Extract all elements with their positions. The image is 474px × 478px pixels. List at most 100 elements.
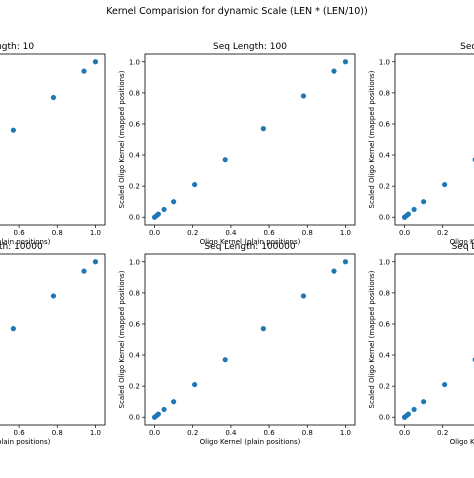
point <box>331 68 337 74</box>
point <box>192 181 198 188</box>
y-tick-label: 1.0 <box>379 58 390 66</box>
x-tick-label: 0.0 <box>399 229 410 237</box>
y-tick-label: 0.8 <box>379 89 390 97</box>
y-tick-label: 0.6 <box>129 320 141 328</box>
y-tick-label: 0.4 <box>379 152 391 160</box>
x-tick-label: 0.2 <box>437 229 448 237</box>
point <box>260 126 266 132</box>
y-tick-label: 0.6 <box>379 120 391 128</box>
point <box>155 211 161 217</box>
subplot: Seq Length: 1000 0.0 0.2 0.4 0.6 0.8 1.0 0.0 0.2… <box>368 42 474 246</box>
y-tick-label: 0.0 <box>129 414 140 422</box>
point <box>421 399 427 405</box>
point <box>342 259 349 265</box>
subplot-title: Seq Length: 1000 <box>460 42 474 52</box>
point <box>300 93 307 99</box>
y-tick-label: 1.0 <box>129 258 140 266</box>
x-tick-label: 0.0 <box>399 429 410 437</box>
axes-frame <box>144 253 356 426</box>
subplot-title: Seq Length: 10000 <box>0 242 43 252</box>
point <box>92 259 99 265</box>
y-tick-label: 0.2 <box>129 383 140 391</box>
y-tick-label: 0.8 <box>379 289 390 297</box>
subplot: Seq Length: 100000.00.20.40.60.81.00.00.… <box>0 242 106 446</box>
y-tick-label: 0.0 <box>379 414 390 422</box>
x-tick-label: 1.0 <box>340 429 351 437</box>
subplot: Seq Length: 100000 0.0 0.2 0.4 0.6 0.8 1.0 0.0 0… <box>118 242 356 446</box>
point <box>92 59 99 65</box>
axes-frame <box>394 53 474 226</box>
point <box>411 206 417 213</box>
subplot: Seq Length: 100 0.0 0.2 0.4 0.6 0.8 1.0 0.0 0.2 0… <box>118 42 356 246</box>
subplot: Seq Length: 100.00.20.40.60.81.00.00.20.… <box>0 42 106 246</box>
axes-frame <box>144 53 356 226</box>
point <box>260 326 266 332</box>
x-axis-label: Oligo Kernel (plain positions) <box>450 238 474 246</box>
point <box>50 94 57 101</box>
subplot-title: Seq Length: 10 <box>0 42 34 52</box>
x-tick-label: 0.2 <box>187 429 198 437</box>
x-tick-label: 0.8 <box>52 229 63 237</box>
x-tick-label: 0.8 <box>52 429 63 437</box>
x-tick-label: 0.8 <box>302 429 313 437</box>
y-tick-label: 0.2 <box>379 183 390 191</box>
y-axis-label: Scaled Oligo Kernel (mapped positions) <box>118 270 126 408</box>
point <box>405 411 411 417</box>
axes-frame <box>394 253 474 426</box>
x-tick-label: 0.0 <box>149 429 160 437</box>
x-axis-label: Oligo Kernel (plain positions) <box>0 438 51 446</box>
point <box>161 206 167 213</box>
y-tick-label: 0.6 <box>129 120 141 128</box>
y-tick-label: 0.2 <box>379 383 390 391</box>
point <box>222 157 228 163</box>
x-tick-label: 0.6 <box>14 229 26 237</box>
point <box>10 326 16 332</box>
point <box>81 268 87 274</box>
x-tick-label: 0.4 <box>225 229 237 237</box>
subplot-title: Seq Length: 100 <box>213 42 287 52</box>
y-tick-label: 1.0 <box>129 58 140 66</box>
y-tick-label: 0.8 <box>129 289 140 297</box>
x-tick-label: 0.4 <box>225 429 237 437</box>
x-axis-label: Oligo Kernel (plain positions) <box>450 438 474 446</box>
x-tick-label: 0.8 <box>302 229 313 237</box>
axes-frame <box>0 253 106 426</box>
y-tick-label: 0.2 <box>129 183 140 191</box>
x-tick-label: 1.0 <box>90 429 101 437</box>
point <box>192 381 198 388</box>
x-tick-label: 0.6 <box>264 229 276 237</box>
y-axis-label: Scaled Oligo Kernel (mapped positions) <box>368 70 376 208</box>
subplot-title: Seq Length: 100000 <box>204 242 295 252</box>
point <box>421 199 427 205</box>
point <box>342 59 349 65</box>
x-axis-label: Oligo Kernel (plain positions) <box>0 238 51 246</box>
x-tick-label: 1.0 <box>340 229 351 237</box>
y-tick-label: 0.4 <box>379 352 391 360</box>
point <box>10 127 16 133</box>
y-axis-label: Scaled Oligo Kernel (mapped positions) <box>118 70 126 208</box>
y-tick-label: 0.4 <box>129 352 141 360</box>
point <box>161 406 167 413</box>
point <box>405 211 411 217</box>
x-tick-label: 0.2 <box>437 429 448 437</box>
x-tick-label: 0.6 <box>264 429 276 437</box>
point <box>300 293 307 299</box>
point <box>222 357 228 363</box>
x-tick-label: 1.0 <box>90 229 101 237</box>
point <box>171 199 177 205</box>
point <box>155 411 161 417</box>
point <box>442 181 448 188</box>
y-tick-label: 0.0 <box>379 214 390 222</box>
y-tick-label: 1.0 <box>379 258 390 266</box>
y-axis-label: Scaled Oligo Kernel (mapped positions) <box>368 270 376 408</box>
x-tick-label: 0.6 <box>14 429 26 437</box>
point <box>171 399 177 405</box>
point <box>411 406 417 413</box>
point <box>331 268 337 274</box>
figure-title: Kernel Comparision for dynamic Scale (LE… <box>106 6 367 17</box>
point <box>81 68 87 74</box>
